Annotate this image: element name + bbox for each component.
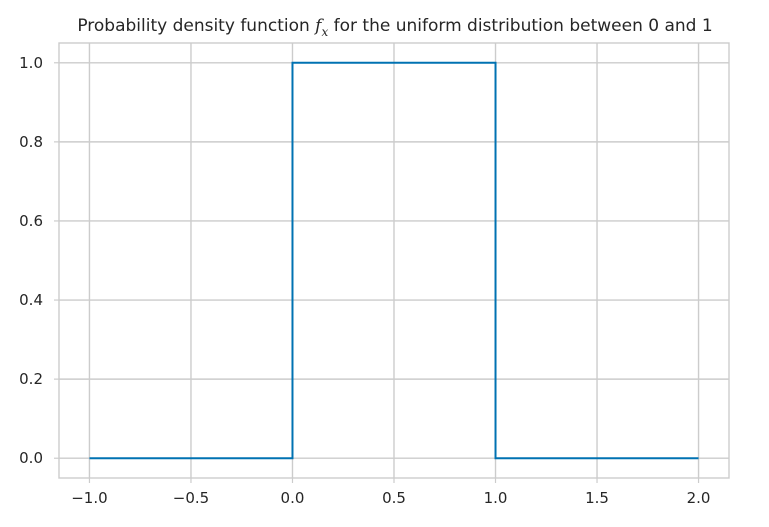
chart-title: Probability density function fx for the … (77, 16, 712, 39)
y-tick-label: 0.4 (19, 291, 43, 309)
series-layer (89, 61, 699, 460)
x-tick-label: 0.5 (382, 489, 406, 507)
ticks: −1.0 −0.5 0.0 0.5 1.0 1.5 2.0 0.0 0.2 0.4 0.6 0.8 1.… (19, 54, 710, 507)
y-tick-label: 1.0 (19, 54, 43, 72)
title-prefix: Probability density function (77, 16, 315, 36)
title-suffix: for the uniform distribution between 0 a… (328, 16, 712, 36)
x-tick-label: 0.0 (281, 489, 305, 507)
x-tick-label: −1.0 (71, 489, 107, 507)
x-tick-label: 1.5 (585, 489, 609, 507)
y-tick-label: 0.6 (19, 212, 43, 230)
x-tick-label: 1.0 (484, 489, 508, 507)
pdf-series-line (89, 61, 699, 460)
y-tick-label: 0.2 (19, 370, 43, 388)
grid (59, 43, 729, 478)
x-tick-label: −0.5 (173, 489, 209, 507)
y-tick-label: 0.0 (19, 449, 43, 467)
x-tick-label: 2.0 (687, 489, 711, 507)
title-symbol: f (313, 16, 324, 36)
title-symbol-subscript: x (321, 25, 328, 39)
y-tick-label: 0.8 (19, 133, 43, 151)
